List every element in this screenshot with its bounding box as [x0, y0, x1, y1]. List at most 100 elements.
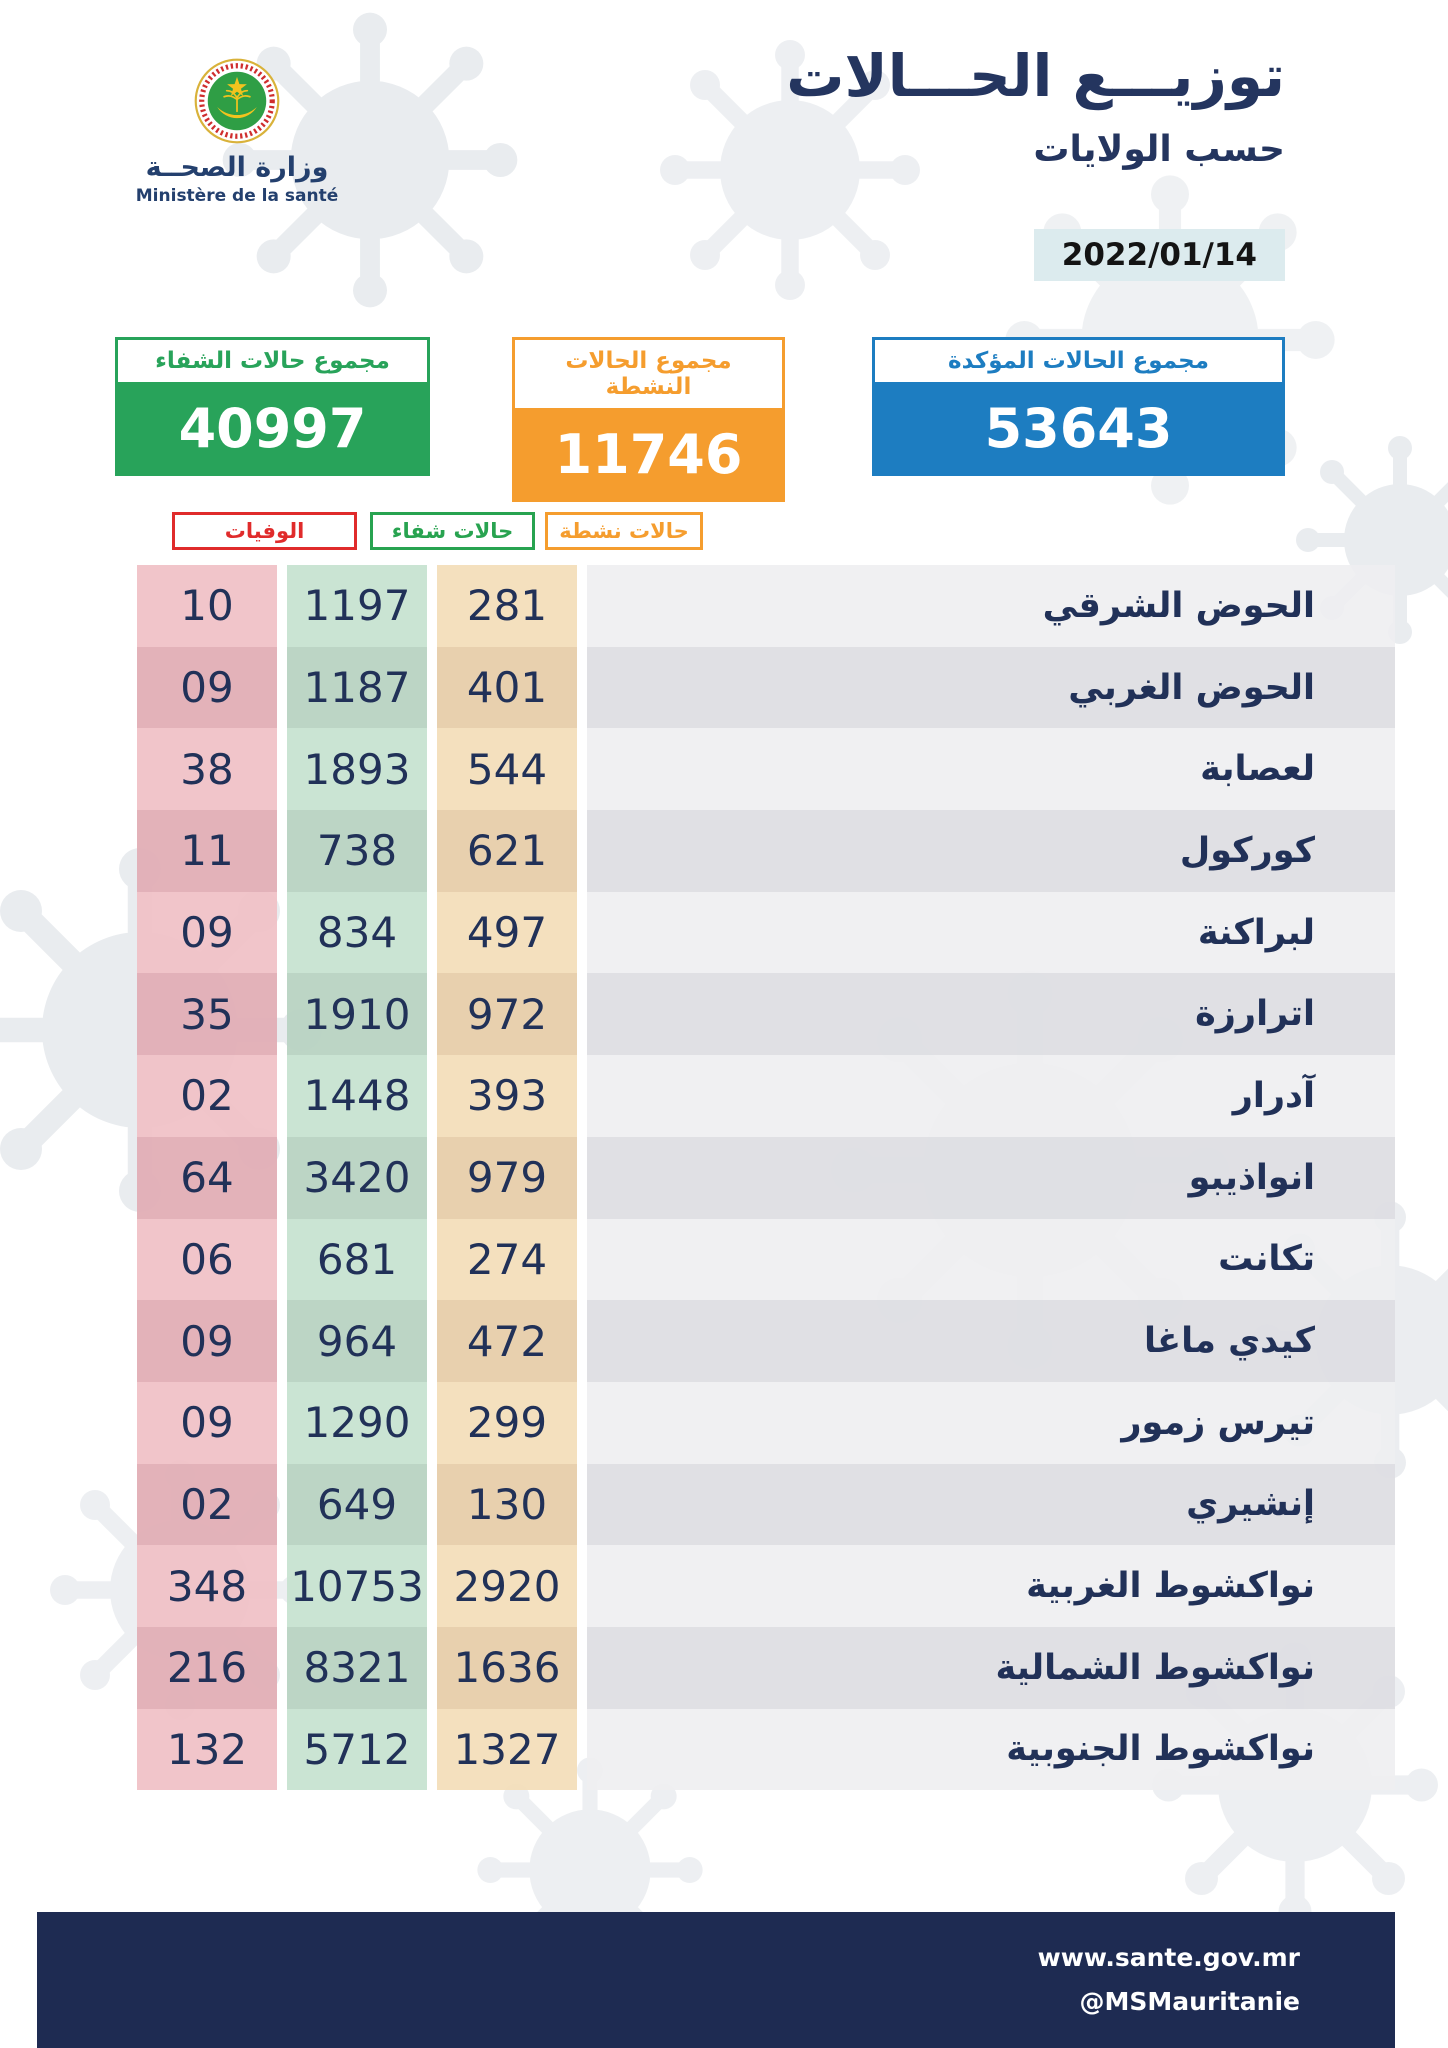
deaths-value-cell: 09 [137, 891, 277, 974]
deaths-value-cell: 09 [137, 646, 277, 729]
state-name-cell: آدرار [587, 1055, 1395, 1137]
recovered-value-cell: 1448 [287, 1055, 427, 1137]
table-row: 348 10753 2920 نواكشوط الغربية [137, 1545, 1395, 1627]
recovered-value-cell: 1290 [287, 1381, 427, 1464]
ministry-name-arabic: وزارة الصحــة [145, 152, 329, 183]
table-row: 38 1893 544 لعصابة [137, 728, 1395, 811]
state-name-cell: كيدي ماغا [587, 1300, 1395, 1382]
deaths-value-cell: 38 [137, 728, 277, 811]
state-name-cell: اترارزة [587, 973, 1395, 1056]
active-value-cell: 274 [437, 1218, 577, 1301]
recovered-value-cell: 834 [287, 891, 427, 974]
table-row: 09 964 472 كيدي ماغا [137, 1300, 1395, 1382]
deaths-value-cell: 348 [137, 1545, 277, 1627]
report-date: 2022/01/14 [1033, 228, 1285, 281]
active-value-cell: 1636 [437, 1626, 577, 1709]
recovered-value-cell: 5712 [287, 1708, 427, 1791]
deaths-value-cell: 02 [137, 1463, 277, 1546]
state-name-cell: انواذيبو [587, 1136, 1395, 1219]
ministry-name-french: Ministère de la santé [135, 186, 339, 206]
summary-recovered-value: 40997 [115, 385, 430, 476]
recovered-value-cell: 1187 [287, 646, 427, 729]
deaths-value-cell: 02 [137, 1055, 277, 1137]
active-value-cell: 401 [437, 646, 577, 729]
active-value-cell: 621 [437, 810, 577, 892]
table-row: 09 834 497 لبراكنة [137, 891, 1395, 974]
state-name-cell: كوركول [587, 810, 1395, 892]
page-subtitle: حسب الولايات [1033, 128, 1285, 170]
ministry-logo-block: وزارة الصحــة Ministère de la santé [112, 58, 362, 206]
table-row: 02 649 130 إنشيري [137, 1463, 1395, 1546]
summary-confirmed-label: مجموع الحالات المؤكدة [872, 337, 1285, 385]
footer-website: www.sante.gov.mr [1037, 1943, 1300, 1973]
active-value-cell: 299 [437, 1381, 577, 1464]
summary-card-active: مجموع الحالات النشطة 11746 [512, 337, 785, 502]
recovered-value-cell: 649 [287, 1463, 427, 1546]
state-name-cell: نواكشوط الجنوبية [587, 1708, 1395, 1791]
title-block: توزيـــع الحـــالات حسب الولايات 2022/01… [786, 44, 1285, 281]
active-value-cell: 972 [437, 973, 577, 1056]
recovered-value-cell: 964 [287, 1300, 427, 1382]
active-value-cell: 393 [437, 1055, 577, 1137]
summary-card-confirmed: مجموع الحالات المؤكدة 53643 [872, 337, 1285, 476]
deaths-value-cell: 216 [137, 1626, 277, 1709]
states-table: 10 1197 281 الحوض الشرقي 09 1187 401 الح… [137, 565, 1395, 1791]
table-row: 11 738 621 كوركول [137, 810, 1395, 892]
recovered-value-cell: 738 [287, 810, 427, 892]
active-value-cell: 497 [437, 891, 577, 974]
footer-social-handle: @MSMauritanie [1079, 1987, 1300, 2016]
recovered-value-cell: 681 [287, 1218, 427, 1301]
table-row: 09 1187 401 الحوض الغربي [137, 646, 1395, 729]
summary-recovered-label: مجموع حالات الشفاء [115, 337, 430, 385]
table-row: 35 1910 972 اترارزة [137, 973, 1395, 1056]
deaths-value-cell: 06 [137, 1218, 277, 1301]
recovered-value-cell: 1893 [287, 728, 427, 811]
active-value-cell: 2920 [437, 1545, 577, 1627]
page-title: توزيـــع الحـــالات [786, 42, 1285, 110]
state-name-cell: لبراكنة [587, 891, 1395, 974]
summary-card-recovered: مجموع حالات الشفاء 40997 [115, 337, 430, 476]
table-row: 64 3420 979 انواذيبو [137, 1136, 1395, 1219]
summary-confirmed-value: 53643 [872, 385, 1285, 476]
deaths-value-cell: 09 [137, 1381, 277, 1464]
state-name-cell: الحوض الغربي [587, 646, 1395, 729]
deaths-value-cell: 35 [137, 973, 277, 1056]
state-name-cell: نواكشوط الغربية [587, 1545, 1395, 1627]
column-header-active: حالات نشطة [545, 512, 703, 550]
deaths-value-cell: 64 [137, 1136, 277, 1219]
active-value-cell: 979 [437, 1136, 577, 1219]
active-value-cell: 130 [437, 1463, 577, 1546]
column-header-deaths: الوفيات [172, 512, 357, 550]
footer-bar: www.sante.gov.mr @MSMauritanie [37, 1912, 1395, 2048]
active-value-cell: 472 [437, 1300, 577, 1382]
table-row: 06 681 274 تكانت [137, 1218, 1395, 1301]
table-row: 10 1197 281 الحوض الشرقي [137, 565, 1395, 647]
deaths-value-cell: 11 [137, 810, 277, 892]
mauritania-seal-logo [194, 58, 280, 144]
state-name-cell: لعصابة [587, 728, 1395, 811]
recovered-value-cell: 1910 [287, 973, 427, 1056]
table-row: 02 1448 393 آدرار [137, 1055, 1395, 1137]
state-name-cell: نواكشوط الشمالية [587, 1626, 1395, 1709]
recovered-value-cell: 8321 [287, 1626, 427, 1709]
deaths-value-cell: 10 [137, 565, 277, 647]
table-row: 132 5712 1327 نواكشوط الجنوبية [137, 1708, 1395, 1791]
summary-active-label: مجموع الحالات النشطة [512, 337, 785, 411]
table-row: 216 8321 1636 نواكشوط الشمالية [137, 1626, 1395, 1709]
deaths-value-cell: 132 [137, 1708, 277, 1791]
recovered-value-cell: 3420 [287, 1136, 427, 1219]
summary-active-value: 11746 [512, 411, 785, 502]
active-value-cell: 544 [437, 728, 577, 811]
state-name-cell: تيرس زمور [587, 1381, 1395, 1464]
recovered-value-cell: 1197 [287, 565, 427, 647]
recovered-value-cell: 10753 [287, 1545, 427, 1627]
deaths-value-cell: 09 [137, 1300, 277, 1382]
state-name-cell: الحوض الشرقي [587, 565, 1395, 647]
state-name-cell: إنشيري [587, 1463, 1395, 1546]
column-header-recovered: حالات شفاء [370, 512, 535, 550]
state-name-cell: تكانت [587, 1218, 1395, 1301]
table-row: 09 1290 299 تيرس زمور [137, 1381, 1395, 1464]
active-value-cell: 1327 [437, 1708, 577, 1791]
active-value-cell: 281 [437, 565, 577, 647]
